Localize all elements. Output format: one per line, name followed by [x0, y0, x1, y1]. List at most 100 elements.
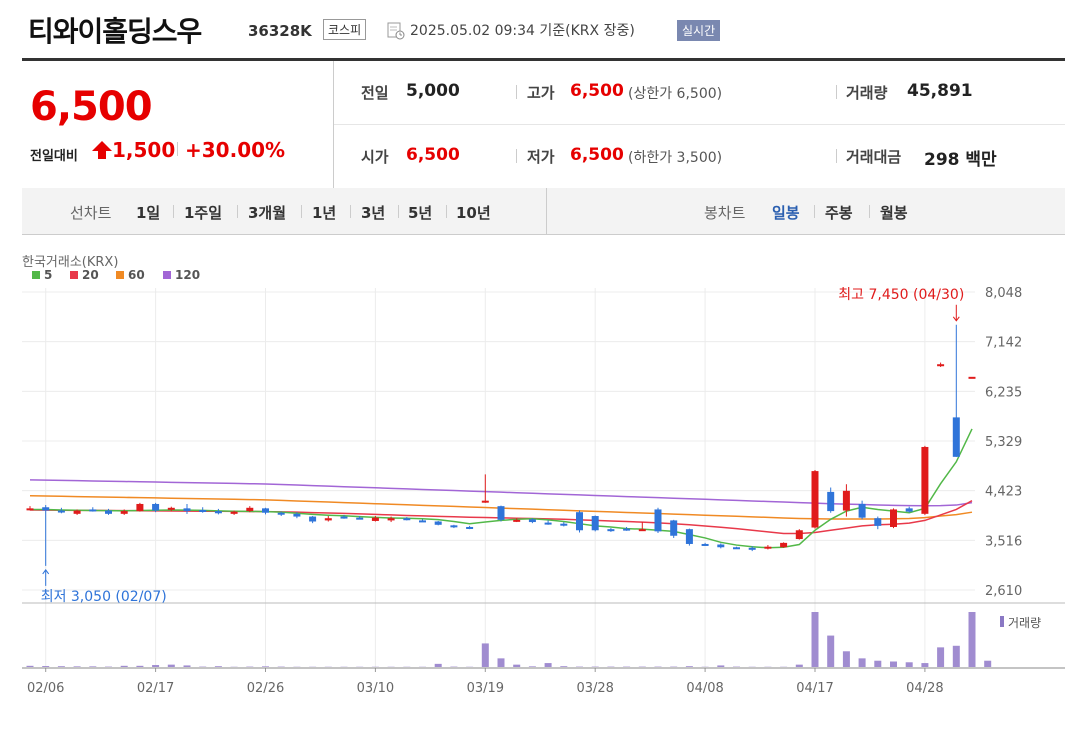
tab-candle-monthly[interactable]: 월봉 — [880, 204, 908, 222]
candle-body — [419, 520, 426, 523]
low-arrow-head — [42, 569, 50, 575]
tab-period-10y[interactable]: 10년 — [456, 204, 491, 222]
candle — [105, 508, 112, 515]
volume-bar — [183, 665, 191, 667]
volume-label: 거래량 — [846, 84, 888, 102]
candle-body — [921, 446, 929, 514]
candle — [73, 509, 81, 515]
candle-body — [136, 503, 144, 512]
tab-period-1y[interactable]: 1년 — [312, 204, 337, 222]
change-value: 1,500 — [112, 138, 176, 162]
candle-body — [890, 509, 897, 527]
y-tick-label: 3,516 — [985, 534, 1022, 549]
candle-body — [89, 509, 97, 512]
y-tick-label: 7,142 — [985, 336, 1022, 351]
tab-period-1d[interactable]: 1일 — [136, 204, 161, 222]
candle — [262, 507, 269, 515]
candle — [293, 512, 301, 519]
candle-body — [230, 511, 238, 514]
change-label: 전일대비 — [30, 149, 78, 164]
tab-period-5y[interactable]: 5년 — [408, 204, 433, 222]
candle — [748, 546, 756, 552]
candle — [827, 487, 835, 513]
x-tick-label: 03/28 — [576, 681, 613, 696]
realtime-badge[interactable]: 실시간 — [677, 20, 721, 41]
candle — [246, 506, 254, 513]
volume-bar — [858, 658, 866, 667]
candle-body — [513, 519, 521, 522]
tab-separator — [350, 205, 351, 218]
legend-swatch-ma20 — [70, 271, 78, 279]
separator — [516, 149, 517, 163]
tab-separator — [869, 205, 870, 218]
volume-bar — [167, 664, 175, 667]
candle — [167, 506, 175, 512]
candle — [513, 518, 521, 523]
candle-body — [811, 471, 819, 528]
candle-body — [152, 503, 160, 511]
tab-period-1w[interactable]: 1주일 — [184, 204, 223, 222]
candle — [795, 529, 803, 540]
candle — [701, 542, 709, 546]
legend-ma20: 20 — [82, 268, 99, 282]
candle-body — [293, 513, 301, 517]
open-value: 6,500 — [406, 145, 460, 165]
tab-candle-daily[interactable]: 일봉 — [772, 204, 800, 222]
x-tick-label: 02/17 — [137, 681, 174, 696]
volume-bar — [42, 666, 50, 667]
stock-code: 36328K — [248, 22, 312, 40]
candle — [685, 528, 693, 546]
open-label: 시가 — [361, 148, 389, 166]
candle-body — [387, 518, 395, 521]
change-separator — [177, 142, 178, 156]
separator — [836, 85, 837, 99]
legend-ma120: 120 — [175, 268, 201, 282]
candle-body — [277, 512, 285, 515]
tab-period-3y[interactable]: 3년 — [361, 204, 386, 222]
candle-body — [576, 512, 583, 531]
volume-bar — [214, 666, 222, 667]
x-tick-label: 03/19 — [467, 681, 504, 696]
low-annotation: 최저 3,050 (02/07) — [41, 589, 167, 605]
candle-body — [262, 508, 269, 513]
tab-separator — [814, 205, 815, 218]
candle — [560, 522, 568, 527]
volume-bar — [984, 660, 992, 667]
header-divider — [22, 58, 1065, 61]
volume-bar — [434, 663, 442, 667]
candle — [481, 474, 489, 503]
candle — [371, 516, 379, 522]
candle-body — [403, 518, 411, 521]
y-tick-label: 8,048 — [985, 286, 1022, 301]
candle-body — [952, 417, 960, 457]
candle — [403, 517, 411, 521]
candle-body — [199, 509, 207, 512]
candle-body — [874, 518, 882, 526]
legend-swatch-ma120 — [163, 271, 171, 279]
candle — [638, 522, 646, 532]
candle-body — [842, 490, 850, 511]
candle — [607, 528, 615, 532]
candle-body — [905, 508, 913, 512]
candle-body — [324, 518, 332, 521]
tab-period-3m[interactable]: 3개월 — [248, 204, 287, 222]
candle — [733, 546, 740, 550]
candle — [921, 445, 929, 515]
high-arrow-head — [952, 316, 960, 322]
candle — [324, 516, 332, 522]
tab-candle-weekly[interactable]: 주봉 — [825, 204, 853, 222]
up-arrow-icon — [91, 140, 113, 164]
candle-body — [858, 503, 866, 518]
upper-limit: (상한가 6,500) — [628, 86, 723, 102]
legend-swatch-ma5 — [32, 271, 40, 279]
candle — [136, 502, 144, 512]
candle — [387, 516, 395, 523]
volume-bar — [811, 612, 819, 667]
candle — [183, 503, 191, 514]
candle — [764, 545, 772, 550]
candle-body — [57, 510, 65, 513]
candle — [811, 469, 819, 529]
candle-body — [371, 517, 379, 521]
candle-body — [560, 523, 568, 526]
